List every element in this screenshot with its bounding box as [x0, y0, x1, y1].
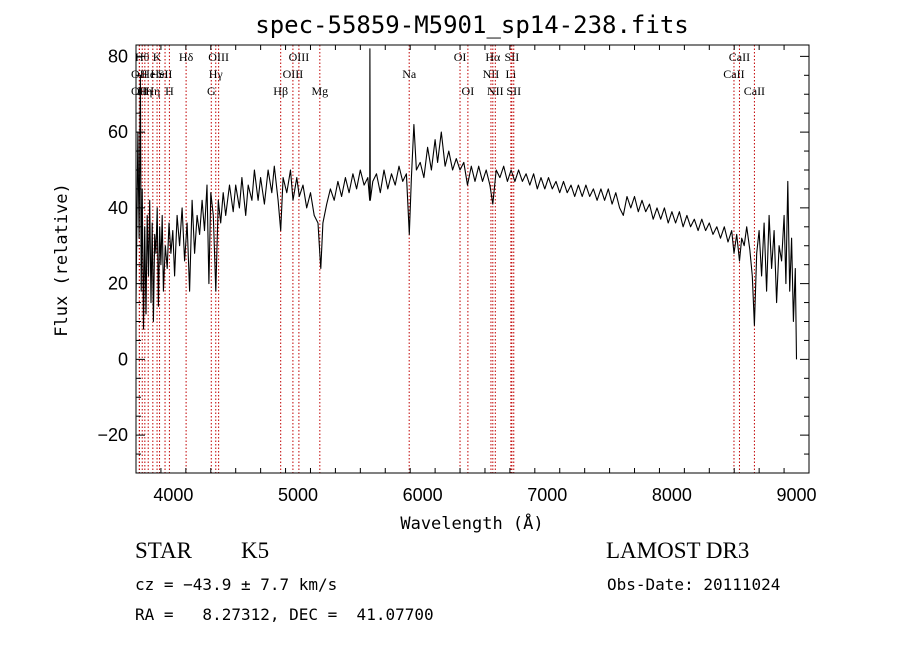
line-marker-label: H	[165, 84, 174, 98]
x-tick-label: 4000	[153, 485, 193, 505]
line-marker-label: Hδ	[179, 50, 194, 64]
line-marker-label: CaII	[744, 84, 765, 98]
x-tick-label: 6000	[403, 485, 443, 505]
spectrum-series	[135, 48, 798, 360]
line-marker-label: CaII	[729, 50, 750, 64]
x-tick-label: 5000	[278, 485, 318, 505]
line-marker-label: OI	[454, 50, 467, 64]
redshift-velocity: cz = −43.9 ± 7.7 km/s	[135, 575, 338, 594]
line-marker-label: Hα	[485, 50, 501, 64]
line-marker-label: OI	[462, 84, 475, 98]
y-tick-label: 0	[118, 349, 128, 369]
line-marker-label: Hθ	[135, 50, 150, 64]
x-tick-label: 7000	[527, 485, 567, 505]
y-axis-label: Flux (relative)	[52, 183, 72, 337]
survey-label: LAMOST DR3	[606, 538, 750, 563]
spectrum-line	[135, 48, 798, 360]
chart-title: spec-55859-M5901_sp14-238.fits	[255, 11, 688, 39]
line-marker-label: OIII	[283, 67, 304, 81]
line-marker-label: NII	[487, 84, 504, 98]
line-marker-label: CaII	[723, 67, 744, 81]
object-subclass: K5	[241, 538, 270, 563]
y-tick-label: −20	[97, 425, 128, 445]
line-marker-label: OIII	[208, 50, 229, 64]
observation-date: Obs-Date: 20111024	[607, 575, 781, 594]
spectral-line-markers: OIIOIIHθHηHeHηKHeISIIHHδGHγOIIIHβOIIIOII…	[131, 45, 765, 473]
line-marker-label: Hη	[145, 84, 160, 98]
line-marker-label: SII	[158, 67, 173, 81]
object-class: STAR	[135, 538, 192, 563]
coordinates: RA = 8.27312, DEC = 41.07700	[135, 605, 434, 624]
y-tick-label: 60	[108, 122, 128, 142]
line-marker-label: Li	[506, 67, 517, 81]
plot-frame	[135, 44, 810, 474]
line-marker-label: OII	[131, 84, 148, 98]
x-tick-label: 9000	[777, 485, 817, 505]
x-axis-label: Wavelength (Å)	[400, 512, 543, 534]
y-tick-label: 20	[108, 274, 128, 294]
line-marker-label: NII	[483, 67, 500, 81]
line-marker-label: HeI	[151, 67, 169, 81]
line-marker-label: Hγ	[209, 67, 224, 81]
line-marker-label: Na	[402, 67, 417, 81]
line-marker-label: SII	[506, 84, 521, 98]
line-marker-label: K	[153, 50, 162, 64]
y-tick-label: 40	[108, 198, 128, 218]
line-marker-label: SII	[505, 50, 520, 64]
plot-axes: 4000 5000 6000 7000 8000 9000 −20 0 20 40 60 80	[97, 44, 817, 505]
y-tick-label: 80	[108, 46, 128, 66]
x-tick-label: 8000	[652, 485, 692, 505]
line-marker-label: OIII	[289, 50, 310, 64]
line-marker-label: Hβ	[273, 84, 288, 98]
line-marker-label: G	[207, 84, 216, 98]
line-marker-label: Mg	[311, 84, 328, 98]
line-marker-label: He	[141, 67, 155, 81]
